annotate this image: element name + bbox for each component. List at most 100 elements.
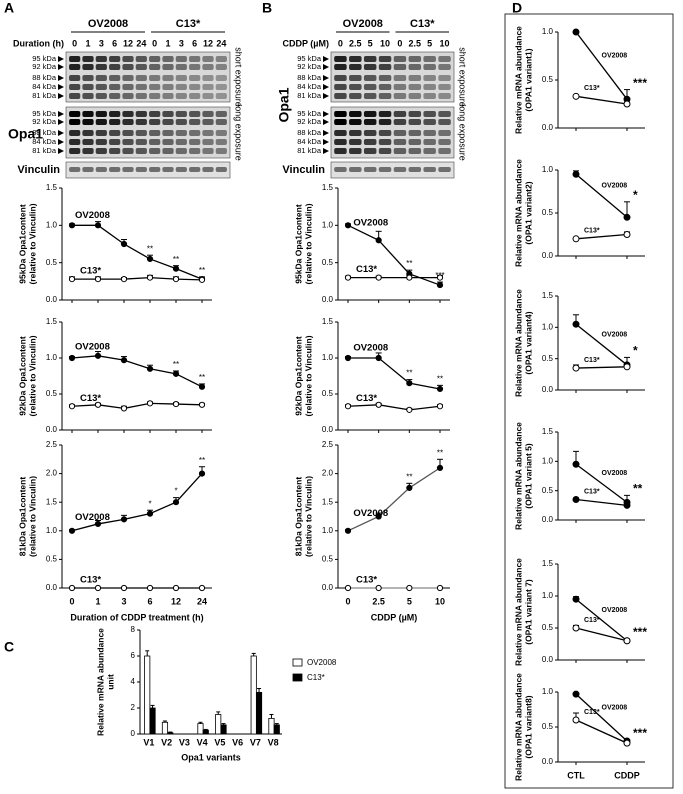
blot-band (215, 139, 227, 145)
blot-band (393, 84, 407, 90)
lane-label: 1 (85, 38, 90, 48)
blot-band (189, 139, 201, 145)
blot-band (363, 111, 377, 117)
bar (167, 732, 174, 735)
y-tick-label: 1.5 (322, 317, 334, 326)
y-tick-label: 0.0 (322, 583, 334, 592)
y-axis-label: Relative mRNA abundance (513, 673, 523, 781)
series-line (347, 467, 441, 532)
protein-label: Opa1 (8, 126, 43, 142)
y-tick-label: 2 (131, 703, 136, 712)
y-tick-label: 0.0 (542, 385, 554, 394)
data-point (623, 231, 631, 238)
series-line (575, 627, 628, 642)
loading-band (149, 167, 161, 172)
y-tick-label: 0.5 (542, 354, 554, 363)
blot-band (95, 56, 107, 62)
blot-band (95, 130, 107, 136)
series-label: OV2008 (353, 217, 388, 228)
blot-band (122, 93, 134, 99)
y-tick-label: 2.0 (46, 469, 58, 478)
significance-label: ** (633, 482, 643, 496)
blot-band (349, 119, 362, 125)
blot-band (349, 130, 362, 136)
marker-arrow (58, 93, 64, 99)
marker-label: 84 kDa (297, 137, 322, 146)
blot-band (149, 64, 161, 70)
loading-band (109, 167, 121, 172)
loading-band (349, 167, 362, 172)
data-point (68, 527, 76, 534)
data-point (172, 265, 180, 272)
blot-band (82, 148, 94, 154)
marker-arrow (58, 119, 64, 125)
marker-label: 84 kDa (32, 82, 57, 91)
x-axis-label: Duration of CDDP treatment (h) (70, 612, 203, 622)
y-axis-label: (relative to Vinculin) (303, 476, 313, 557)
loading-label: Vinculin (17, 164, 60, 176)
blot-band (334, 119, 347, 125)
blot-band (122, 75, 134, 81)
blot-band (135, 111, 147, 117)
series-label: C13* (584, 228, 600, 235)
series-label: OV2008 (602, 607, 628, 614)
blot-band (109, 56, 121, 62)
y-tick-label: 0 (131, 729, 136, 738)
blot-band (423, 119, 436, 125)
blot-band (349, 148, 362, 154)
data-point (623, 100, 631, 108)
data-point (375, 237, 382, 244)
y-axis-label: 92kDa Opa1content (17, 336, 27, 416)
series-label: OV2008 (602, 704, 628, 711)
blot-band (162, 130, 174, 136)
blot-band (189, 64, 201, 70)
blot-band (423, 75, 436, 81)
blot-band (423, 111, 436, 117)
series-label: OV2008 (75, 512, 110, 523)
data-point (68, 403, 76, 410)
blot-band (334, 130, 347, 136)
series-label: C13* (584, 709, 600, 716)
data-point (94, 520, 102, 528)
significance-label: * (633, 344, 638, 358)
blot-band (423, 139, 436, 145)
blot-band (393, 139, 407, 145)
y-axis-label: (relative to Vinculin) (27, 476, 37, 557)
data-point (344, 354, 352, 362)
blot-band (393, 93, 407, 99)
series-label: C13* (80, 393, 101, 404)
y-axis-label: Relative mRNA abundance (513, 26, 523, 134)
blot-band (202, 148, 214, 154)
blot-band (135, 139, 147, 145)
data-point (572, 495, 580, 503)
blot-band (189, 130, 201, 136)
loading-band (408, 167, 422, 172)
lane-label: 6 (192, 38, 197, 48)
series-label: C13* (584, 488, 600, 495)
blot-band (149, 148, 161, 154)
significance-label: ** (437, 374, 443, 383)
legend-label: OV2008 (307, 658, 337, 667)
data-point (120, 275, 128, 283)
data-point (68, 584, 76, 592)
blot-band (162, 93, 174, 99)
series-line (347, 404, 441, 411)
blot-band (408, 93, 422, 99)
blot-band (334, 148, 347, 154)
marker-label: 95 kDa (297, 109, 322, 118)
y-tick-label: 1.0 (46, 220, 58, 229)
data-point (68, 354, 76, 362)
lane-label: 3 (99, 38, 104, 48)
y-axis-label: (OPA1 variant 5) (523, 443, 533, 509)
bar (220, 724, 227, 735)
blot-band (334, 139, 347, 145)
y-axis-label: (OPA1 variant1) (523, 48, 533, 111)
blot-band (215, 119, 227, 125)
blot-band (135, 93, 147, 99)
blot-band (175, 64, 187, 70)
marker-arrow (323, 75, 329, 81)
data-point (120, 584, 128, 592)
data-point (94, 222, 102, 229)
lane-label: 24 (216, 38, 226, 48)
data-point (375, 274, 382, 281)
